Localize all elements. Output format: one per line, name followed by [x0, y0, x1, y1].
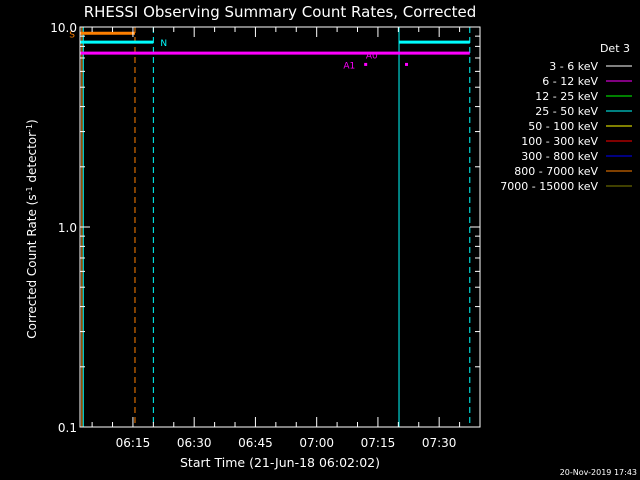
attenuator-point-0: [364, 62, 368, 66]
x-tick-label-4: 07:15: [361, 436, 396, 450]
legend: Det 33 - 6 keV 6 - 12 keV 12 - 25 keV 25 - …: [500, 42, 632, 193]
y-axis-label-part-1: -1: [25, 186, 34, 194]
plot-frame: [79, 26, 481, 428]
legend-label-6: 300 - 800 keV: [521, 150, 598, 163]
chart-title: RHESSI Observing Summary Count Rates, Co…: [84, 3, 477, 21]
legend-label-0: 3 - 6 keV: [549, 60, 598, 73]
legend-label-1: 6 - 12 keV: [542, 75, 598, 88]
attenuator-point-1: [405, 62, 409, 66]
y-tick-label-0: 0.1: [58, 421, 77, 435]
annotation-a0: A0: [366, 51, 378, 61]
x-tick-label-5: 07:30: [422, 436, 457, 450]
state-label-s: S: [69, 30, 75, 40]
y-axis-label-part-0: Corrected Count Rate (s: [25, 194, 39, 338]
y-axis-label-part-4: ): [25, 119, 39, 124]
legend-label-5: 100 - 300 keV: [521, 135, 598, 148]
generated-timestamp: 20-Nov-2019 17:43: [560, 468, 637, 477]
legend-label-2: 12 - 25 keV: [535, 90, 598, 103]
axis-ticks: 0.1 1.0 10.0 06:15 06:30 06:45 07:00 07:15 07:30: [50, 21, 481, 450]
legend-title: Det 3: [600, 42, 630, 55]
state-label-n1: N: [160, 39, 167, 49]
annotation-a1: A1: [343, 61, 355, 71]
y-axis-label: Corrected Count Rate (s-1 detector-1): [25, 119, 40, 338]
legend-label-3: 25 - 50 keV: [535, 105, 598, 118]
y-tick-label-2: 10.0: [50, 21, 77, 35]
x-tick-label-2: 06:45: [238, 436, 273, 450]
x-axis-label: Start Time (21-Jun-18 06:02:02): [180, 455, 380, 470]
x-tick-label-3: 07:00: [299, 436, 334, 450]
y-axis-label-part-2: detector: [25, 132, 39, 187]
y-axis-label-part-3: -1: [25, 124, 34, 132]
y-tick-label-1: 1.0: [58, 221, 77, 235]
plot-marks: S N A1 A0: [69, 27, 471, 427]
legend-label-4: 50 - 100 keV: [528, 120, 598, 133]
legend-label-8: 7000 - 15000 keV: [500, 180, 598, 193]
legend-label-7: 800 - 7000 keV: [514, 165, 598, 178]
x-tick-label-0: 06:15: [116, 436, 151, 450]
x-tick-label-1: 06:30: [177, 436, 212, 450]
